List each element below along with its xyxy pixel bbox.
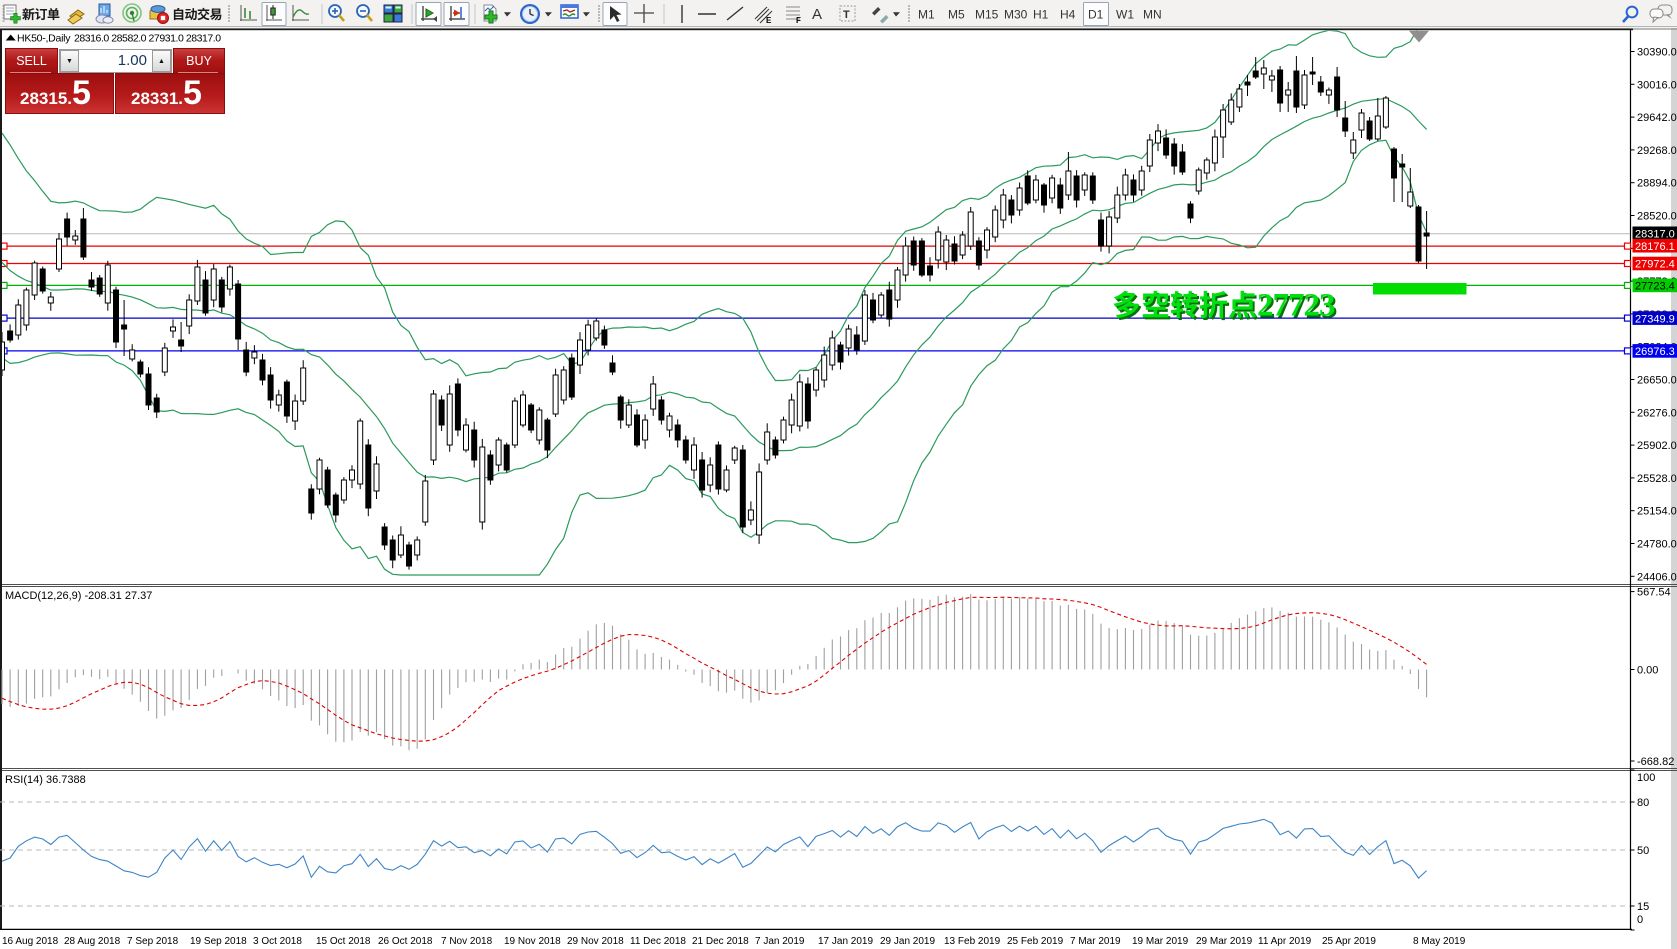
svg-text:11 Dec 2018: 11 Dec 2018	[630, 936, 686, 947]
svg-text:T: T	[843, 9, 850, 21]
svg-text:27723.4: 27723.4	[1635, 281, 1675, 293]
svg-text:29 Jan 2019: 29 Jan 2019	[880, 936, 935, 947]
svg-text:-668.82: -668.82	[1637, 756, 1674, 768]
svg-text:F: F	[796, 16, 801, 25]
svg-text:29642.0: 29642.0	[1637, 112, 1677, 124]
svg-text:27972.4: 27972.4	[1635, 259, 1675, 271]
svg-text:24780.0: 24780.0	[1637, 539, 1677, 551]
svg-text:7 Nov 2018: 7 Nov 2018	[441, 936, 493, 947]
svg-text:28176.1: 28176.1	[1635, 241, 1675, 253]
svg-text:E: E	[766, 16, 772, 25]
svg-text:27723: 27723	[1257, 288, 1335, 324]
svg-text:29268.0: 29268.0	[1637, 145, 1677, 157]
svg-text:7 Mar 2019: 7 Mar 2019	[1070, 936, 1121, 947]
svg-text:30390.0: 30390.0	[1637, 47, 1677, 59]
svg-text:7 Sep 2018: 7 Sep 2018	[127, 936, 179, 947]
svg-text:M30: M30	[1004, 8, 1028, 22]
svg-text:25 Apr 2019: 25 Apr 2019	[1322, 936, 1376, 947]
svg-text:W1: W1	[1116, 8, 1134, 22]
svg-text:27723: 27723	[1259, 290, 1337, 326]
svg-text:25902.0: 25902.0	[1637, 440, 1677, 452]
svg-text:M1: M1	[918, 8, 935, 22]
svg-text:50: 50	[1637, 845, 1649, 857]
svg-text:H1: H1	[1033, 8, 1049, 22]
svg-text:19 Nov 2018: 19 Nov 2018	[504, 936, 561, 947]
svg-text:MN: MN	[1143, 8, 1162, 22]
svg-text:26 Oct 2018: 26 Oct 2018	[378, 936, 433, 947]
svg-text:HK50-,Daily: HK50-,Daily	[17, 33, 71, 45]
svg-text:25154.0: 25154.0	[1637, 506, 1677, 518]
svg-text:D1: D1	[1088, 8, 1104, 22]
svg-text:16 Aug 2018: 16 Aug 2018	[2, 936, 59, 947]
svg-text:RSI(14) 36.7388: RSI(14) 36.7388	[5, 774, 86, 786]
svg-text:0.00: 0.00	[1637, 665, 1658, 677]
svg-text:19 Mar 2019: 19 Mar 2019	[1132, 936, 1189, 947]
svg-text:11 Apr 2019: 11 Apr 2019	[1258, 936, 1312, 947]
svg-text:28 Aug 2018: 28 Aug 2018	[64, 936, 121, 947]
svg-text:0: 0	[1637, 914, 1643, 926]
svg-text:3 Oct 2018: 3 Oct 2018	[253, 936, 302, 947]
svg-text:100: 100	[1637, 772, 1655, 784]
svg-text:80: 80	[1637, 797, 1649, 809]
svg-text:15: 15	[1637, 901, 1649, 913]
svg-text:21 Dec 2018: 21 Dec 2018	[692, 936, 749, 947]
svg-text:28894.0: 28894.0	[1637, 178, 1677, 190]
svg-text:29 Mar 2019: 29 Mar 2019	[1196, 936, 1253, 947]
svg-text:13 Feb 2019: 13 Feb 2019	[944, 936, 1001, 947]
svg-text:19 Sep 2018: 19 Sep 2018	[190, 936, 247, 947]
svg-text:H4: H4	[1060, 8, 1076, 22]
svg-text:567.54: 567.54	[1637, 587, 1671, 599]
svg-text:29 Nov 2018: 29 Nov 2018	[567, 936, 624, 947]
svg-text:26276.0: 26276.0	[1637, 407, 1677, 419]
svg-text:28316.0 28582.0 27931.0 28317.: 28316.0 28582.0 27931.0 28317.0	[74, 33, 221, 45]
svg-text:24406.0: 24406.0	[1637, 571, 1677, 583]
svg-text:M15: M15	[975, 8, 999, 22]
svg-text:26650.0: 26650.0	[1637, 375, 1677, 387]
svg-text:28520.0: 28520.0	[1637, 211, 1677, 223]
svg-text:28317.0: 28317.0	[1635, 229, 1675, 241]
svg-text:7 Jan 2019: 7 Jan 2019	[755, 936, 805, 947]
svg-text:30016.0: 30016.0	[1637, 79, 1677, 91]
svg-text:27349.9: 27349.9	[1635, 313, 1675, 325]
svg-text:17 Jan 2019: 17 Jan 2019	[818, 936, 873, 947]
svg-text:25528.0: 25528.0	[1637, 473, 1677, 485]
svg-text:15 Oct 2018: 15 Oct 2018	[316, 936, 371, 947]
svg-text:25 Feb 2019: 25 Feb 2019	[1007, 936, 1064, 947]
svg-text:MACD(12,26,9) -208.31 27.37: MACD(12,26,9) -208.31 27.37	[5, 590, 152, 602]
svg-text:A: A	[812, 6, 822, 23]
svg-text:M5: M5	[948, 8, 965, 22]
svg-text:26976.3: 26976.3	[1635, 346, 1675, 358]
svg-text:8 May 2019: 8 May 2019	[1413, 936, 1466, 947]
